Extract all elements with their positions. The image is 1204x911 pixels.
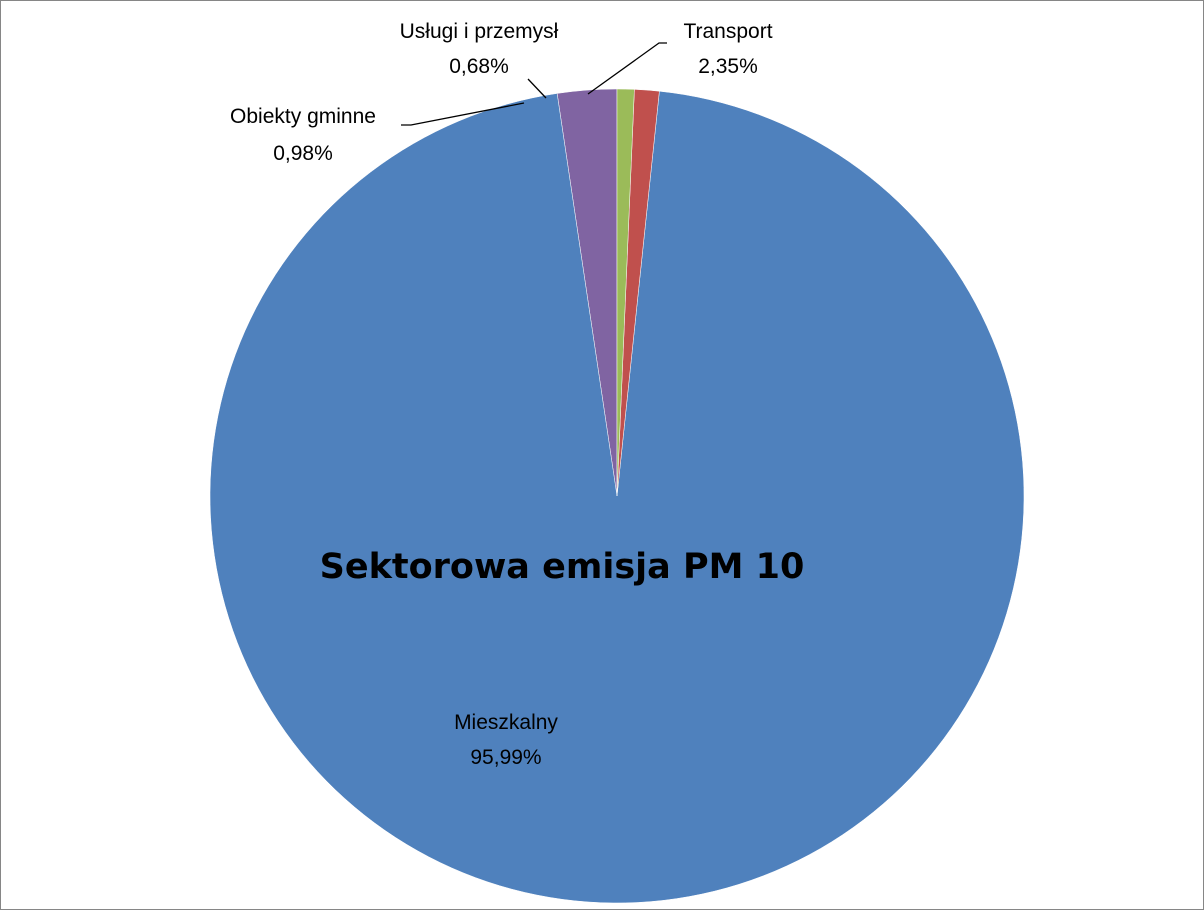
chart-title: Sektorowa emisja PM 10 — [320, 547, 805, 587]
data-label-transport-value: 2,35% — [698, 55, 758, 78]
leader-line-uslugi — [527, 78, 547, 99]
data-label-obiekty-name: Obiekty gminne — [230, 105, 376, 128]
data-label-mieszkalny-value: 95,99% — [470, 746, 541, 769]
leader-line-transport — [587, 42, 667, 95]
leader-line-obiekty — [401, 102, 525, 126]
data-label-mieszkalny-name: Mieszkalny — [454, 711, 558, 734]
pie-slice-usługi-i-przemysł — [616, 88, 635, 497]
data-label-transport-name: Transport — [683, 20, 772, 43]
data-label-uslugi-value: 0,68% — [449, 55, 509, 78]
data-label-uslugi-name: Usługi i przemysł — [400, 20, 559, 43]
pie-slices — [209, 88, 1025, 904]
data-label-obiekty-value: 0,98% — [273, 142, 333, 165]
pie-slice-mieszkalny — [209, 90, 1025, 904]
